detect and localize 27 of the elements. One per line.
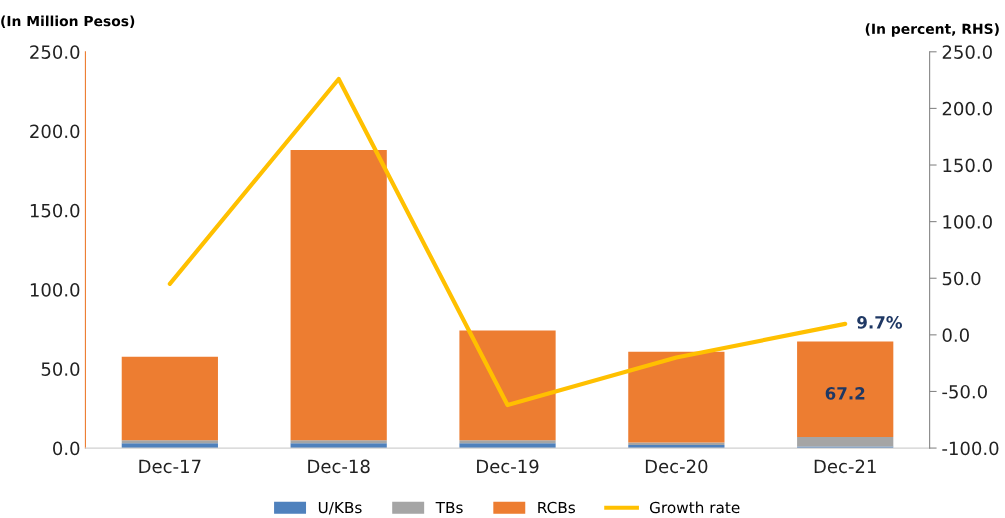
- y-tick-label: 250.0: [30, 45, 80, 59]
- x-tick-label: Dec-18: [308, 459, 370, 474]
- y2-tick-label: 100.0: [943, 215, 992, 229]
- legend-label: TBs: [435, 501, 463, 514]
- y-tick-label: 0.0: [53, 441, 80, 456]
- x-tick-label: Dec-21: [814, 459, 876, 474]
- chart-title: (In Million Pesos): [1, 15, 135, 28]
- y2-tick-label: 50.0: [942, 271, 981, 286]
- annotation: 67.2: [825, 387, 865, 400]
- y2-tick-label: -100.0: [942, 441, 999, 456]
- x-tick-label: Dec-20: [645, 459, 708, 474]
- x-tick-label: Dec-17: [139, 459, 201, 474]
- y-tick-label: 100.0: [30, 283, 80, 297]
- y2-tick-label: 200.0: [942, 101, 992, 116]
- y-tick-label: 200.0: [30, 124, 80, 139]
- y-tick-label: 50.0: [41, 362, 80, 376]
- data-label: 9.7%: [857, 316, 903, 329]
- legend-label: RCBs: [538, 501, 576, 514]
- x-tick-label: Dec-19: [477, 459, 539, 474]
- y2-tick-label: 150.0: [943, 158, 992, 173]
- y2-axis-title: (In percent, RHS): [865, 23, 999, 37]
- y2-tick-label: -50.0: [942, 384, 987, 399]
- y2-tick-label: 250.0: [942, 45, 992, 59]
- legend-label: Growth rate: [649, 501, 740, 514]
- y2-tick-label: 0.0: [942, 328, 969, 342]
- y-tick-label: 150.0: [30, 203, 80, 218]
- legend-label: U/KBs: [318, 501, 362, 515]
